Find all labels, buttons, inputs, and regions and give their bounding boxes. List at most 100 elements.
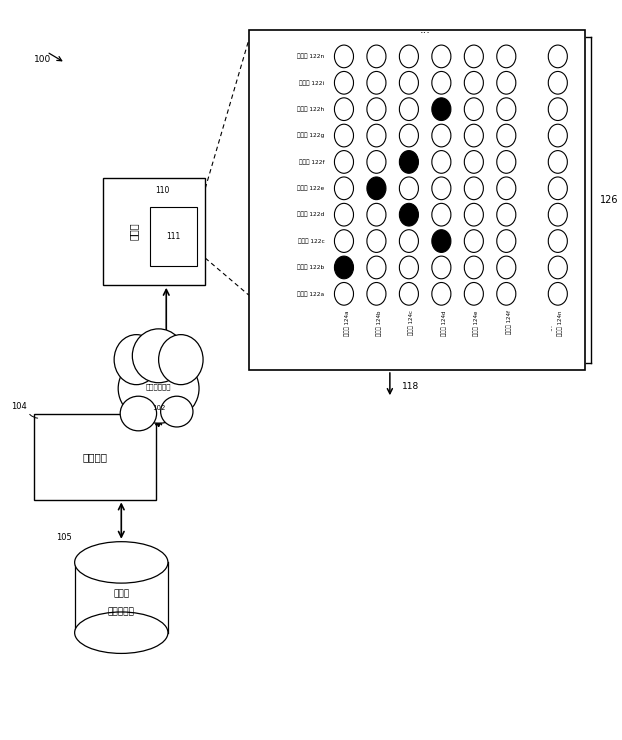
Circle shape: [399, 229, 419, 252]
Circle shape: [399, 45, 419, 68]
Circle shape: [497, 177, 516, 200]
Ellipse shape: [160, 396, 193, 427]
Circle shape: [432, 124, 451, 147]
Text: 化合物 122b: 化合物 122b: [297, 265, 325, 270]
Circle shape: [497, 45, 516, 68]
Text: データ: データ: [113, 590, 129, 599]
Circle shape: [367, 283, 386, 305]
Circle shape: [464, 150, 483, 173]
Circle shape: [548, 229, 567, 252]
Circle shape: [497, 124, 516, 147]
Bar: [150, 206, 197, 266]
Circle shape: [497, 283, 516, 305]
Circle shape: [432, 72, 451, 94]
Text: 対象物 124c: 対象物 124c: [409, 311, 414, 335]
Bar: [103, 178, 205, 285]
Circle shape: [399, 124, 419, 147]
Circle shape: [432, 45, 451, 68]
Circle shape: [548, 177, 567, 200]
Circle shape: [432, 256, 451, 279]
Circle shape: [335, 177, 353, 200]
Text: 118: 118: [402, 382, 420, 391]
Text: 対象物 124e: 対象物 124e: [474, 311, 480, 336]
Circle shape: [335, 72, 353, 94]
Circle shape: [367, 204, 386, 226]
Circle shape: [335, 150, 353, 173]
Text: ...: ...: [420, 25, 430, 35]
Circle shape: [399, 283, 419, 305]
Text: 111: 111: [166, 232, 180, 240]
Circle shape: [335, 45, 353, 68]
Circle shape: [548, 204, 567, 226]
Ellipse shape: [75, 612, 168, 653]
Circle shape: [399, 256, 419, 279]
Circle shape: [497, 256, 516, 279]
Circle shape: [335, 283, 353, 305]
Text: 化合物 122n: 化合物 122n: [297, 53, 325, 59]
Circle shape: [464, 45, 483, 68]
Ellipse shape: [118, 354, 199, 423]
Circle shape: [399, 72, 419, 94]
Ellipse shape: [132, 329, 185, 383]
Ellipse shape: [120, 396, 157, 431]
Circle shape: [464, 98, 483, 121]
Ellipse shape: [75, 542, 168, 583]
Circle shape: [464, 72, 483, 94]
Circle shape: [335, 98, 353, 121]
Circle shape: [367, 256, 386, 279]
Circle shape: [367, 124, 386, 147]
Circle shape: [335, 256, 353, 279]
Circle shape: [399, 204, 419, 226]
Circle shape: [464, 124, 483, 147]
Circle shape: [432, 98, 451, 121]
Text: 化合物 122h: 化合物 122h: [297, 107, 325, 112]
Circle shape: [432, 204, 451, 226]
Text: 化合物 122a: 化合物 122a: [297, 291, 325, 297]
Bar: [249, 30, 585, 370]
Circle shape: [399, 177, 419, 200]
Circle shape: [464, 256, 483, 279]
Text: 化合物 122d: 化合物 122d: [297, 212, 325, 218]
Text: 化合物 122g: 化合物 122g: [297, 132, 325, 138]
Circle shape: [367, 150, 386, 173]
Text: リポジトリ: リポジトリ: [108, 607, 135, 616]
Circle shape: [548, 124, 567, 147]
Ellipse shape: [114, 334, 159, 385]
Ellipse shape: [159, 334, 203, 385]
Circle shape: [399, 150, 419, 173]
Circle shape: [497, 150, 516, 173]
Circle shape: [335, 124, 353, 147]
Circle shape: [548, 283, 567, 305]
Text: 化合物 122c: 化合物 122c: [297, 238, 325, 244]
Circle shape: [432, 177, 451, 200]
Circle shape: [548, 45, 567, 68]
Text: 110: 110: [155, 186, 169, 195]
Bar: [75, 562, 168, 633]
Circle shape: [367, 177, 386, 200]
Circle shape: [335, 204, 353, 226]
Text: 104: 104: [11, 402, 27, 411]
Text: ネットワーク: ネットワーク: [146, 383, 171, 390]
Circle shape: [367, 229, 386, 252]
Circle shape: [464, 283, 483, 305]
Text: 対象物 124b: 対象物 124b: [376, 311, 382, 336]
Text: 対象物 124f: 対象物 124f: [506, 311, 512, 334]
Circle shape: [548, 98, 567, 121]
Text: 対象物 124a: 対象物 124a: [344, 311, 350, 336]
Bar: [34, 414, 156, 500]
Circle shape: [464, 177, 483, 200]
Text: 126: 126: [600, 195, 619, 205]
Circle shape: [367, 45, 386, 68]
Circle shape: [335, 229, 353, 252]
Text: 105: 105: [56, 533, 72, 542]
Circle shape: [497, 72, 516, 94]
Circle shape: [464, 229, 483, 252]
Circle shape: [464, 204, 483, 226]
Text: 実験結果: 実験結果: [82, 452, 108, 462]
Text: 化合物 122e: 化合物 122e: [297, 186, 325, 191]
Circle shape: [497, 204, 516, 226]
Circle shape: [367, 72, 386, 94]
Circle shape: [497, 98, 516, 121]
Circle shape: [367, 98, 386, 121]
Text: 対象物 124n: 対象物 124n: [558, 311, 564, 336]
